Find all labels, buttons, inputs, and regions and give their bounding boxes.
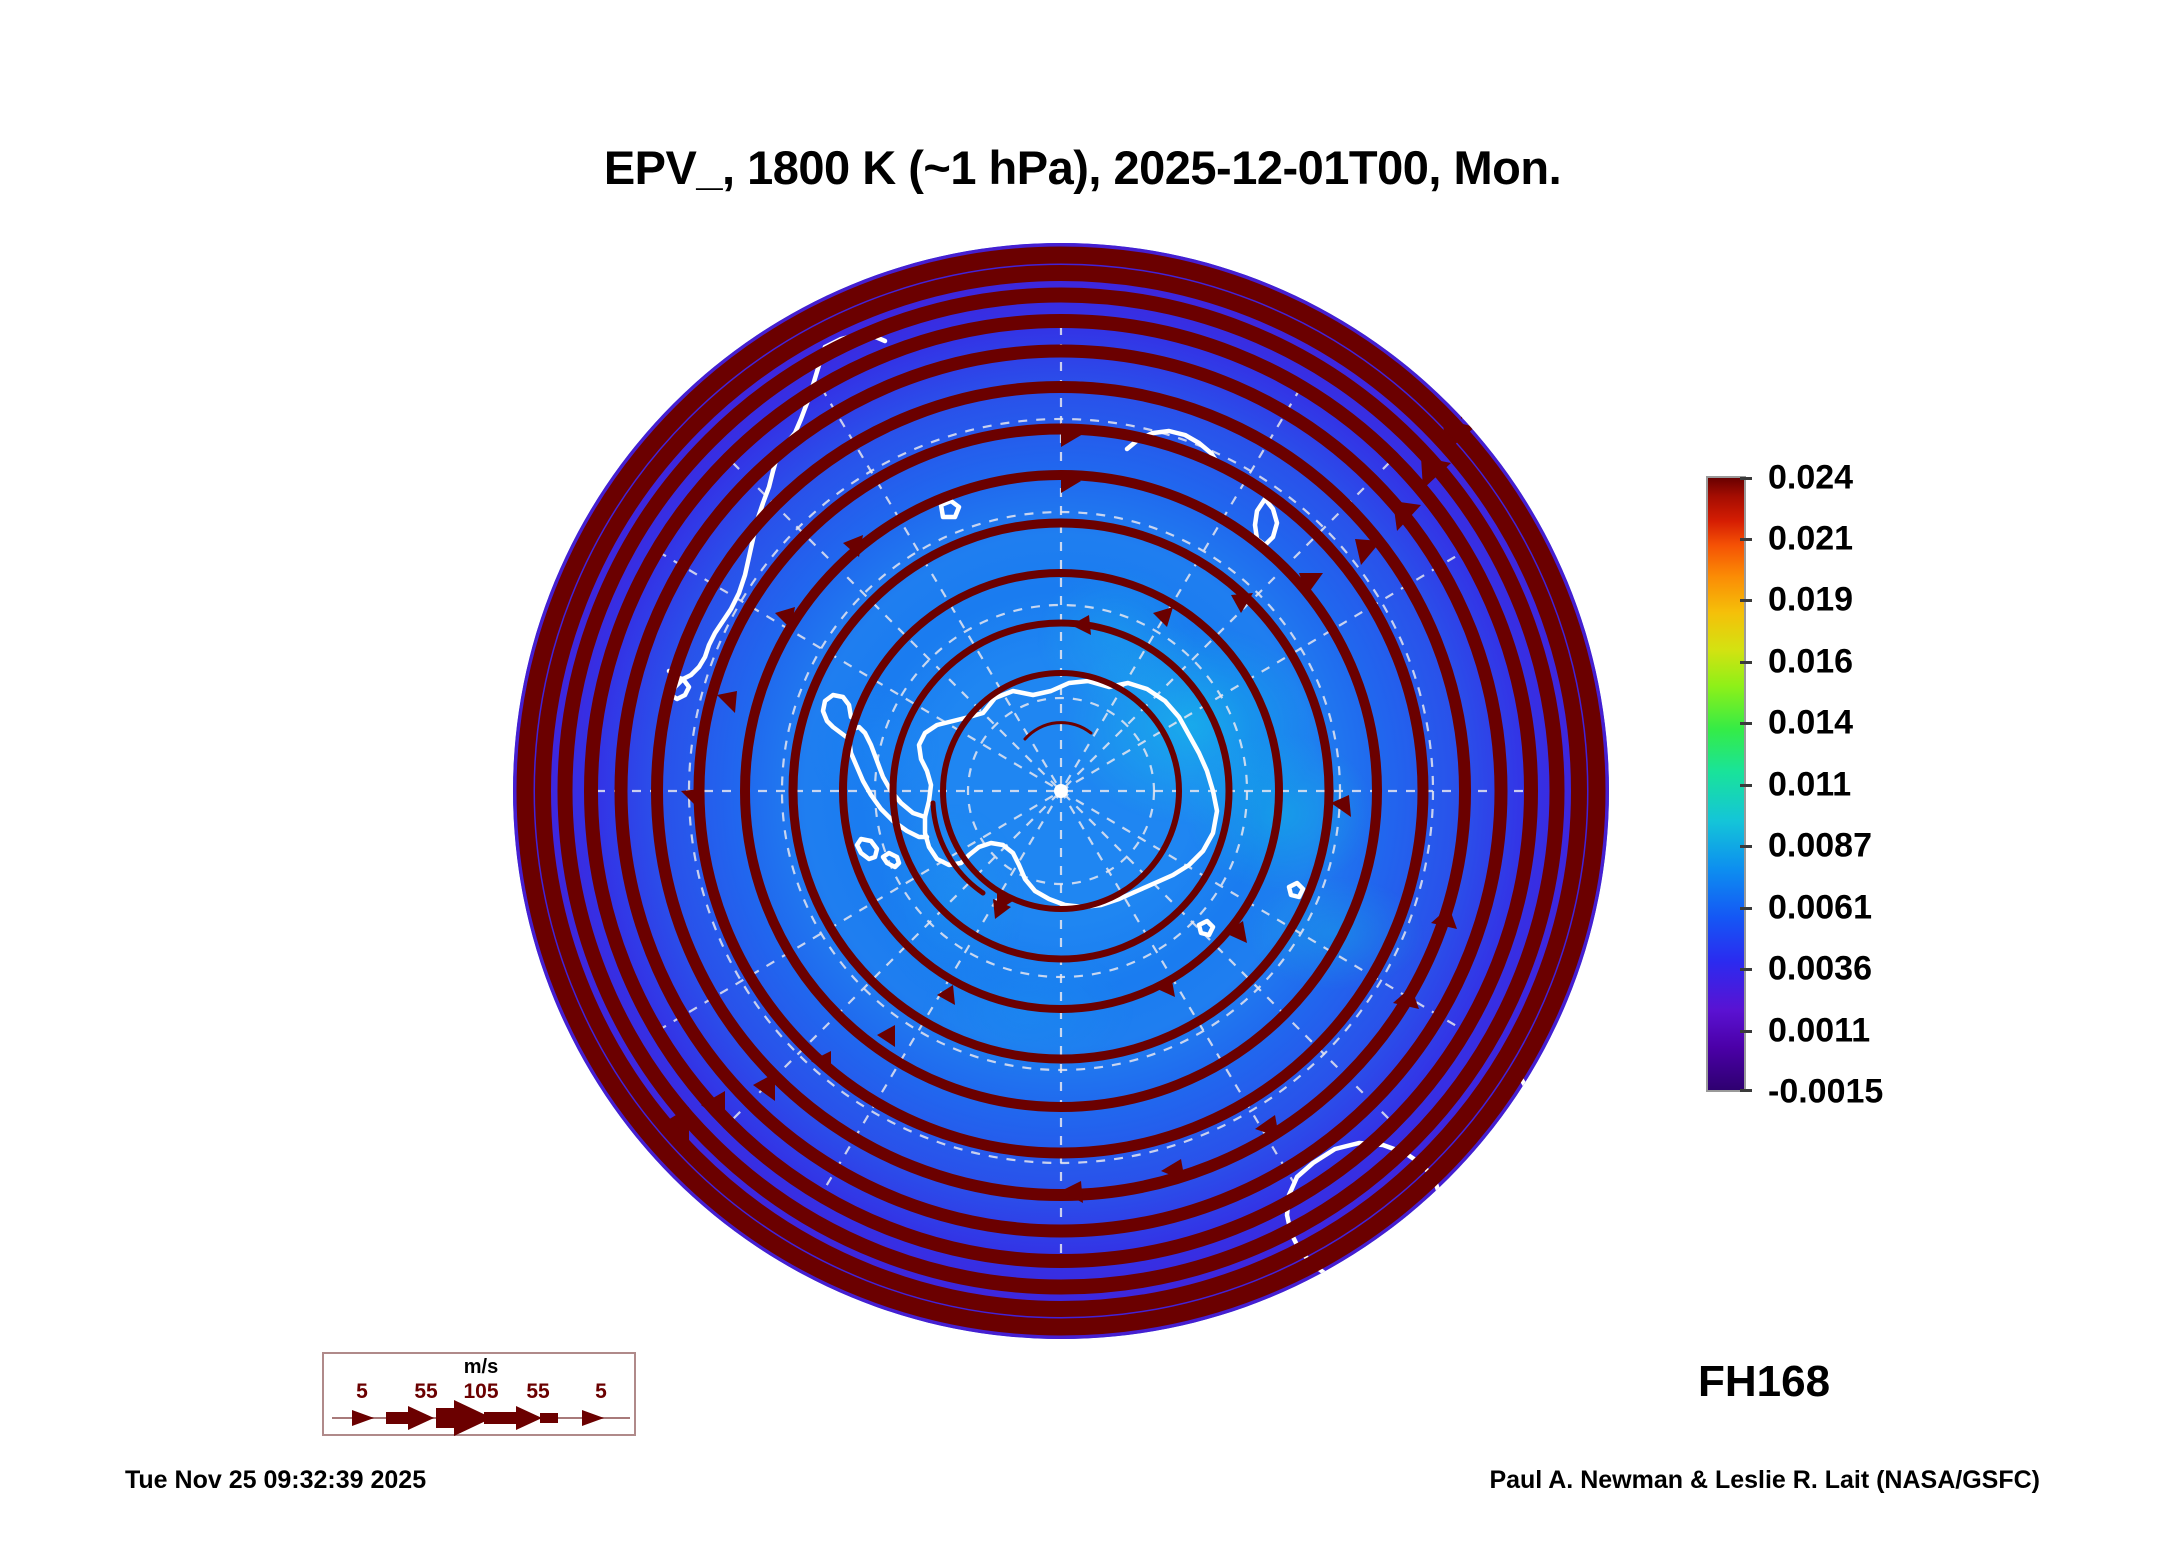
- colorbar-label: 0.0011: [1768, 1011, 1871, 1050]
- colorbar-tick: [1740, 477, 1752, 480]
- map-disk: [513, 243, 1609, 1339]
- wind-legend-value: 55: [526, 1380, 550, 1403]
- colorbar-tick: [1740, 968, 1752, 971]
- colorbar-tick: [1740, 845, 1752, 848]
- colorbar-label: -0.0015: [1768, 1072, 1884, 1111]
- wind-streamlines: [516, 246, 1606, 1336]
- colorbar-tick: [1740, 722, 1752, 725]
- colorbar-tick: [1740, 599, 1752, 602]
- wind-legend-arrows: [332, 1400, 630, 1436]
- credits-label: Paul A. Newman & Leslie R. Lait (NASA/GS…: [1489, 1466, 2040, 1494]
- colorbar-tick: [1740, 661, 1752, 664]
- wind-legend-value: 5: [595, 1380, 607, 1403]
- colorbar-label: 0.011: [1768, 765, 1852, 804]
- colorbar-tick: [1740, 1030, 1752, 1033]
- polar-map: [513, 243, 1609, 1339]
- colorbar-tick: [1740, 538, 1752, 541]
- colorbar-tick: [1740, 1089, 1752, 1092]
- colorbar-label: 0.0061: [1768, 888, 1872, 927]
- wind-legend-value: 5: [356, 1380, 368, 1403]
- wind-legend-value: 105: [463, 1380, 499, 1403]
- generation-timestamp: Tue Nov 25 09:32:39 2025: [125, 1466, 427, 1494]
- colorbar-label: 0.016: [1768, 642, 1854, 681]
- colorbar-label: 0.021: [1768, 519, 1854, 558]
- colorbar-label: 0.0036: [1768, 949, 1872, 988]
- colorbar-label: 0.014: [1768, 703, 1854, 742]
- page-title: EPV_, 1800 K (~1 hPa), 2025-12-01T00, Mo…: [603, 141, 1562, 194]
- colorbar-tick: [1740, 907, 1752, 910]
- colorbar-tick: [1740, 784, 1752, 787]
- wind-legend-value: 55: [414, 1380, 438, 1403]
- colorbar-label: 0.0087: [1768, 826, 1872, 865]
- wind-speed-legend: m/s 5 55 105 55 5: [322, 1352, 636, 1436]
- forecast-hour-label: FH168: [1698, 1357, 1831, 1406]
- colorbar-label: 0.024: [1768, 458, 1854, 497]
- colorbar: 0.024 0.021 0.019 0.016 0.014 0.011 0.00…: [1706, 459, 2126, 1111]
- colorbar-label: 0.019: [1768, 580, 1854, 619]
- wind-legend-unit-label: m/s: [463, 1356, 499, 1378]
